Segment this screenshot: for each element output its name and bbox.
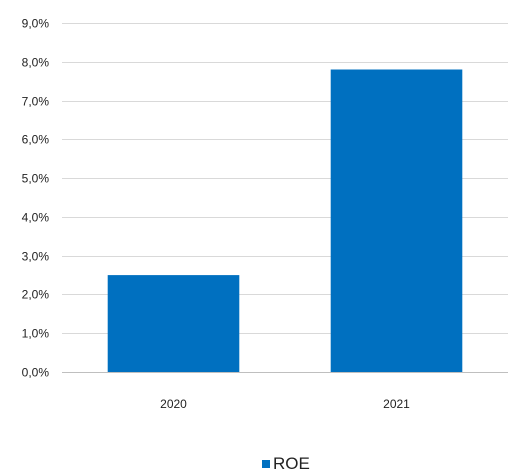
y-tick-label: 4,0% <box>22 211 50 225</box>
legend-swatch-roe <box>262 460 270 468</box>
x-tick-label: 2020 <box>160 397 187 411</box>
y-tick-label: 8,0% <box>22 56 50 70</box>
bar-2021 <box>331 70 463 373</box>
y-tick-label: 1,0% <box>22 327 50 341</box>
y-tick-label: 0,0% <box>22 366 50 380</box>
legend-label-roe: ROE <box>273 454 310 473</box>
legend: ROE <box>262 454 310 473</box>
y-tick-label: 9,0% <box>22 17 50 31</box>
y-tick-label: 2,0% <box>22 288 50 302</box>
y-tick-label: 6,0% <box>22 133 50 147</box>
y-tick-label: 7,0% <box>22 95 50 109</box>
y-axis-tick-labels: 0,0% 1,0% 2,0% 3,0% 4,0% 5,0% 6,0% 7,0% 8,0% 9,0% <box>22 17 50 380</box>
x-axis-tick-labels: 2020 2021 <box>160 397 410 411</box>
bars <box>108 70 463 373</box>
bar-2020 <box>108 275 240 372</box>
y-tick-label: 5,0% <box>22 172 50 186</box>
y-tick-label: 3,0% <box>22 250 50 264</box>
x-tick-label: 2021 <box>383 397 410 411</box>
